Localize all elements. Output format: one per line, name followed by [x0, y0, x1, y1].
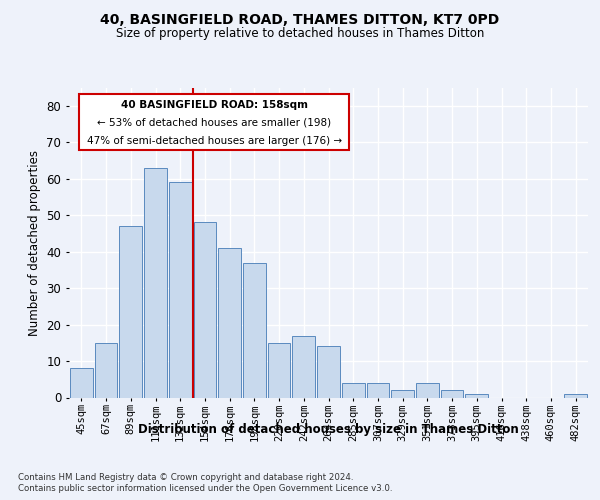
Bar [70, 368, 93, 398]
Text: ← 53% of detached houses are smaller (198): ← 53% of detached houses are smaller (19… [97, 118, 331, 128]
Text: Distribution of detached houses by size in Thames Ditton: Distribution of detached houses by size … [139, 422, 519, 436]
Text: Size of property relative to detached houses in Thames Ditton: Size of property relative to detached ho… [116, 28, 484, 40]
Bar [119, 226, 142, 398]
Bar [342, 383, 365, 398]
Bar [144, 168, 167, 398]
Y-axis label: Number of detached properties: Number of detached properties [28, 150, 41, 336]
Bar [169, 182, 191, 398]
Bar [317, 346, 340, 398]
Bar [391, 390, 414, 398]
Bar [416, 383, 439, 398]
Text: 47% of semi-detached houses are larger (176) →: 47% of semi-detached houses are larger (… [87, 136, 342, 145]
Text: 40, BASINGFIELD ROAD, THAMES DITTON, KT7 0PD: 40, BASINGFIELD ROAD, THAMES DITTON, KT7… [100, 12, 500, 26]
Bar [441, 390, 463, 398]
Text: Contains HM Land Registry data © Crown copyright and database right 2024.: Contains HM Land Registry data © Crown c… [18, 472, 353, 482]
Bar [466, 394, 488, 398]
FancyBboxPatch shape [79, 94, 349, 150]
Bar [268, 343, 290, 398]
Bar [218, 248, 241, 398]
Text: Contains public sector information licensed under the Open Government Licence v3: Contains public sector information licen… [18, 484, 392, 493]
Bar [243, 262, 266, 398]
Bar [194, 222, 216, 398]
Text: 40 BASINGFIELD ROAD: 158sqm: 40 BASINGFIELD ROAD: 158sqm [121, 100, 308, 110]
Bar [95, 343, 118, 398]
Bar [564, 394, 587, 398]
Bar [292, 336, 315, 398]
Bar [367, 383, 389, 398]
